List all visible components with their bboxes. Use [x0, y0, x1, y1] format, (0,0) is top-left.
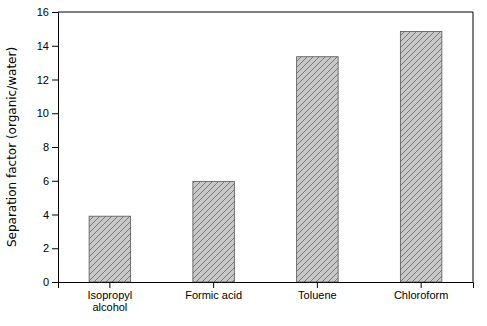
y-axis-title: Separation factor (organic/water)	[5, 47, 19, 247]
y-tick: 8	[43, 141, 58, 153]
bar	[297, 57, 339, 282]
x-tick-label: Chloroform	[394, 289, 448, 301]
x-tick-mark	[421, 282, 422, 288]
x-tick: Formic acid	[185, 282, 242, 301]
y-tick-mark	[52, 46, 58, 47]
frame-top	[58, 12, 473, 13]
y-tick-label: 10	[37, 107, 49, 119]
y-tick-mark	[52, 80, 58, 81]
y-axis: 0 2 4 6 8 10 12 14 16	[37, 6, 59, 288]
y-tick-label: 14	[37, 40, 49, 52]
y-axis-line	[52, 13, 59, 283]
x-tick: Isopropylalcohol	[88, 282, 133, 313]
x-tick: Chloroform	[394, 282, 448, 301]
y-tick: 4	[43, 209, 58, 221]
y-tick-label: 12	[37, 74, 49, 86]
frame-right	[473, 12, 474, 282]
y-tick-label: 2	[43, 242, 49, 254]
y-tick-mark	[52, 147, 58, 148]
plot: 0 2 4 6 8 10 12 14 16 Isopropylalcohol Formic acid…	[37, 6, 474, 313]
y-tick: 14	[37, 40, 58, 52]
y-tick-mark	[52, 181, 58, 182]
x-tick-label: Formic acid	[185, 289, 242, 301]
x-tick-mark	[213, 282, 214, 288]
y-tick-label: 16	[37, 6, 49, 18]
bar	[89, 216, 131, 282]
bars	[89, 31, 442, 282]
y-tick: 16	[37, 6, 58, 18]
y-tick-label: 4	[43, 209, 49, 221]
bar	[193, 182, 235, 282]
y-tick-mark	[52, 113, 58, 114]
y-tick-mark	[52, 215, 58, 216]
bar	[400, 31, 442, 282]
x-tick-label: Toluene	[298, 289, 337, 301]
x-axis: Isopropylalcohol Formic acid Toluene Chloro…	[59, 282, 474, 313]
y-tick: 2	[43, 242, 58, 254]
y-tick-mark	[52, 12, 58, 13]
y-tick-label: 0	[43, 276, 49, 288]
x-tick: Toluene	[298, 282, 337, 301]
y-tick-label: 8	[43, 141, 49, 153]
x-axis-line	[59, 283, 474, 289]
y-tick: 10	[37, 107, 58, 119]
x-tick-mark	[317, 282, 318, 288]
x-tick-label: Isopropylalcohol	[88, 289, 133, 314]
y-tick-mark	[52, 248, 58, 249]
y-tick: 0	[43, 276, 58, 288]
y-tick-label: 6	[43, 175, 49, 187]
chart: 0 2 4 6 8 10 12 14 16 Isopropylalcohol Formic acid…	[0, 0, 487, 326]
x-tick-mark	[109, 282, 110, 288]
y-tick-mark	[52, 282, 58, 283]
y-tick: 6	[43, 175, 58, 187]
y-tick: 12	[37, 74, 58, 86]
